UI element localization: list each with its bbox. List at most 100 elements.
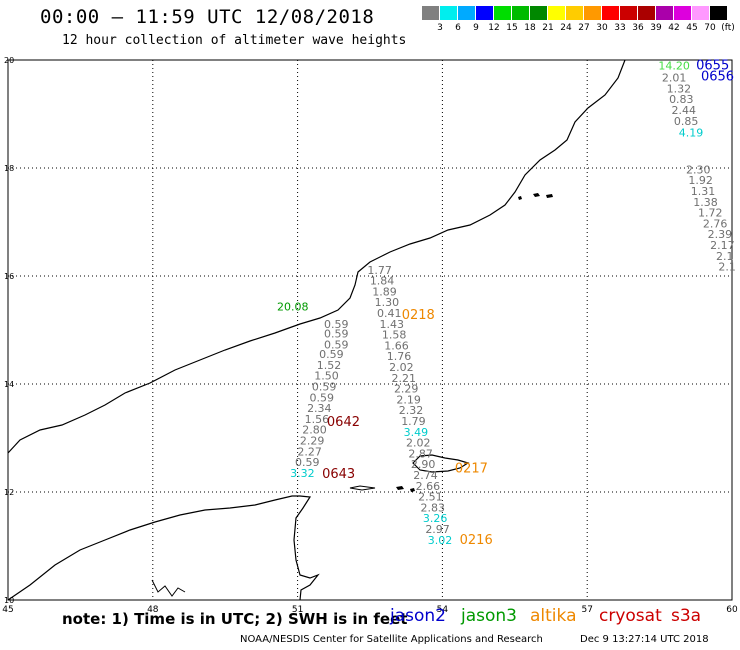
wave-height-value: 2.27 — [297, 445, 322, 458]
graticule — [8, 60, 732, 600]
wave-height-value: 1.30 — [375, 296, 400, 309]
x-tick-label: 60 — [726, 605, 738, 615]
map-frame — [7, 59, 733, 601]
legend-jason2: jason2 — [390, 606, 446, 626]
wave-height-value: 0.59 — [324, 328, 349, 341]
colorbar-swatch — [458, 6, 475, 20]
colorbar-swatch — [512, 6, 529, 20]
wave-height-value: 0.83 — [669, 93, 694, 106]
y-tick-label: 20 — [4, 56, 14, 65]
abd-al-kuri-island — [349, 485, 376, 491]
wave-height-value: 1.76 — [387, 350, 412, 363]
pass-time-label: 0218 — [402, 308, 435, 323]
colorbar-swatch — [584, 6, 601, 20]
timestamp-text: Dec 9 13:27:14 UTC 2018 — [580, 634, 709, 645]
pass-time-label: 0642 — [327, 415, 360, 430]
wave-height-value: 1.52 — [317, 359, 342, 372]
wave-height-value: 1.89 — [372, 285, 397, 298]
colorbar-swatch — [674, 6, 691, 20]
x-tick-label: 54 — [437, 605, 449, 615]
colorbar-label: 33 — [614, 23, 626, 33]
wave-height-value: 0.85 — [674, 115, 699, 128]
wave-height-value: 1.32 — [667, 82, 692, 95]
wave-height-value: 2.29 — [300, 434, 325, 447]
wave-height-value: 1.58 — [382, 329, 407, 342]
wave-height-value: 0.59 — [319, 348, 344, 361]
colorbar-label: 30 — [596, 23, 608, 33]
credit-text: NOAA/NESDIS Center for Satellite Applica… — [240, 634, 543, 645]
coastline — [7, 59, 626, 601]
wave-height-value: 2.90 — [411, 458, 436, 471]
y-tick-label: 16 — [4, 272, 14, 281]
wave-height-value: 2.44 — [671, 104, 696, 117]
islet — [410, 488, 415, 492]
wave-height-value: 2.80 — [302, 424, 327, 437]
colorbar-swatch — [692, 6, 709, 20]
colorbar-swatch — [530, 6, 547, 20]
pass-time-label: 0643 — [322, 467, 355, 482]
x-tick-label: 51 — [292, 605, 303, 615]
socotra-island — [412, 454, 470, 473]
y-tick-label: 12 — [4, 488, 14, 497]
wave-height-value: 2.21 — [392, 372, 417, 385]
wave-height-value: 2.1 — [718, 261, 736, 274]
wave-height-value: 1.92 — [688, 174, 713, 187]
colorbar-swatch — [566, 6, 583, 20]
islet — [396, 486, 404, 490]
colorbar-label: 36 — [632, 23, 644, 33]
wave-height-value: 2.02 — [406, 437, 431, 450]
colorbar-swatch — [476, 6, 493, 20]
wave-height-value: 2.74 — [413, 469, 438, 482]
y-tick-label: 18 — [4, 164, 14, 173]
wave-height-value: 2.66 — [416, 480, 441, 493]
y-tick-label: 14 — [4, 380, 14, 389]
african-coast — [7, 495, 320, 601]
colorbar-label: 21 — [542, 23, 554, 33]
colorbar-label: (ft) — [721, 23, 735, 33]
kuria-muria-islands — [518, 193, 553, 200]
wave-height-value: 3.26 — [423, 512, 448, 525]
legend-jason3: jason3 — [461, 606, 517, 626]
wave-height-value: 14.20 — [658, 60, 690, 73]
wave-height-value: 0.59 — [295, 456, 320, 469]
wave-height-value: 0.59 — [312, 380, 337, 393]
wave-height-value: 2.01 — [662, 72, 687, 85]
legend-s3a: s3a — [671, 606, 702, 626]
wave-height-value: 1.77 — [367, 264, 392, 277]
arabian-coast — [7, 59, 626, 454]
wave-height-value: 2.83 — [420, 501, 445, 514]
wave-height-value: 2.19 — [396, 393, 421, 406]
wave-height-value: 1.79 — [401, 415, 426, 428]
wave-height-value: 2.32 — [399, 404, 424, 417]
wave-height-value: 1.84 — [370, 275, 395, 288]
pass-time-label: 0655 — [696, 59, 729, 74]
wave-height-value: 1.50 — [314, 370, 339, 383]
axis-labels: 45 48 51 54 57 60 20 18 16 14 12 10 — [2, 56, 738, 615]
wave-height-value: 0.59 — [309, 391, 334, 404]
colorbar-label: 3 — [437, 23, 443, 33]
pass-time-label: 0217 — [455, 462, 488, 477]
note-text: note: 1) Time is in UTC; 2) SWH is in fe… — [62, 610, 408, 628]
wave-height-value: 0.59 — [324, 338, 349, 351]
x-tick-label: 57 — [581, 605, 592, 615]
colorbar-label: 24 — [560, 23, 572, 33]
wave-height-value: 2.51 — [418, 491, 443, 504]
wave-height-value: 2.30 — [686, 163, 711, 176]
wave-height-value: 3.49 — [404, 426, 429, 439]
x-tick-label: 48 — [147, 605, 159, 615]
wave-height-value: 2.29 — [394, 383, 419, 396]
wave-height-value: 20.08 — [277, 301, 309, 314]
map-title: 00:00 – 11:59 UTC 12/08/2018 — [40, 6, 375, 28]
wave-height-value: 2.17 — [710, 239, 735, 252]
pass-time-label: 0656 — [701, 70, 734, 85]
map-subtitle: 12 hour collection of altimeter wave hei… — [62, 33, 407, 48]
wave-height-value: 2.76 — [703, 217, 728, 230]
wave-height-value: 2.39 — [708, 228, 733, 241]
colorbar-swatch — [620, 6, 637, 20]
colorbar-label: 9 — [473, 23, 479, 33]
colorbar-label: 27 — [578, 23, 590, 33]
wave-height-value: 2.02 — [389, 361, 414, 374]
legend-cryosat: cryosat — [599, 606, 662, 626]
colorbar-label: 42 — [668, 23, 680, 33]
